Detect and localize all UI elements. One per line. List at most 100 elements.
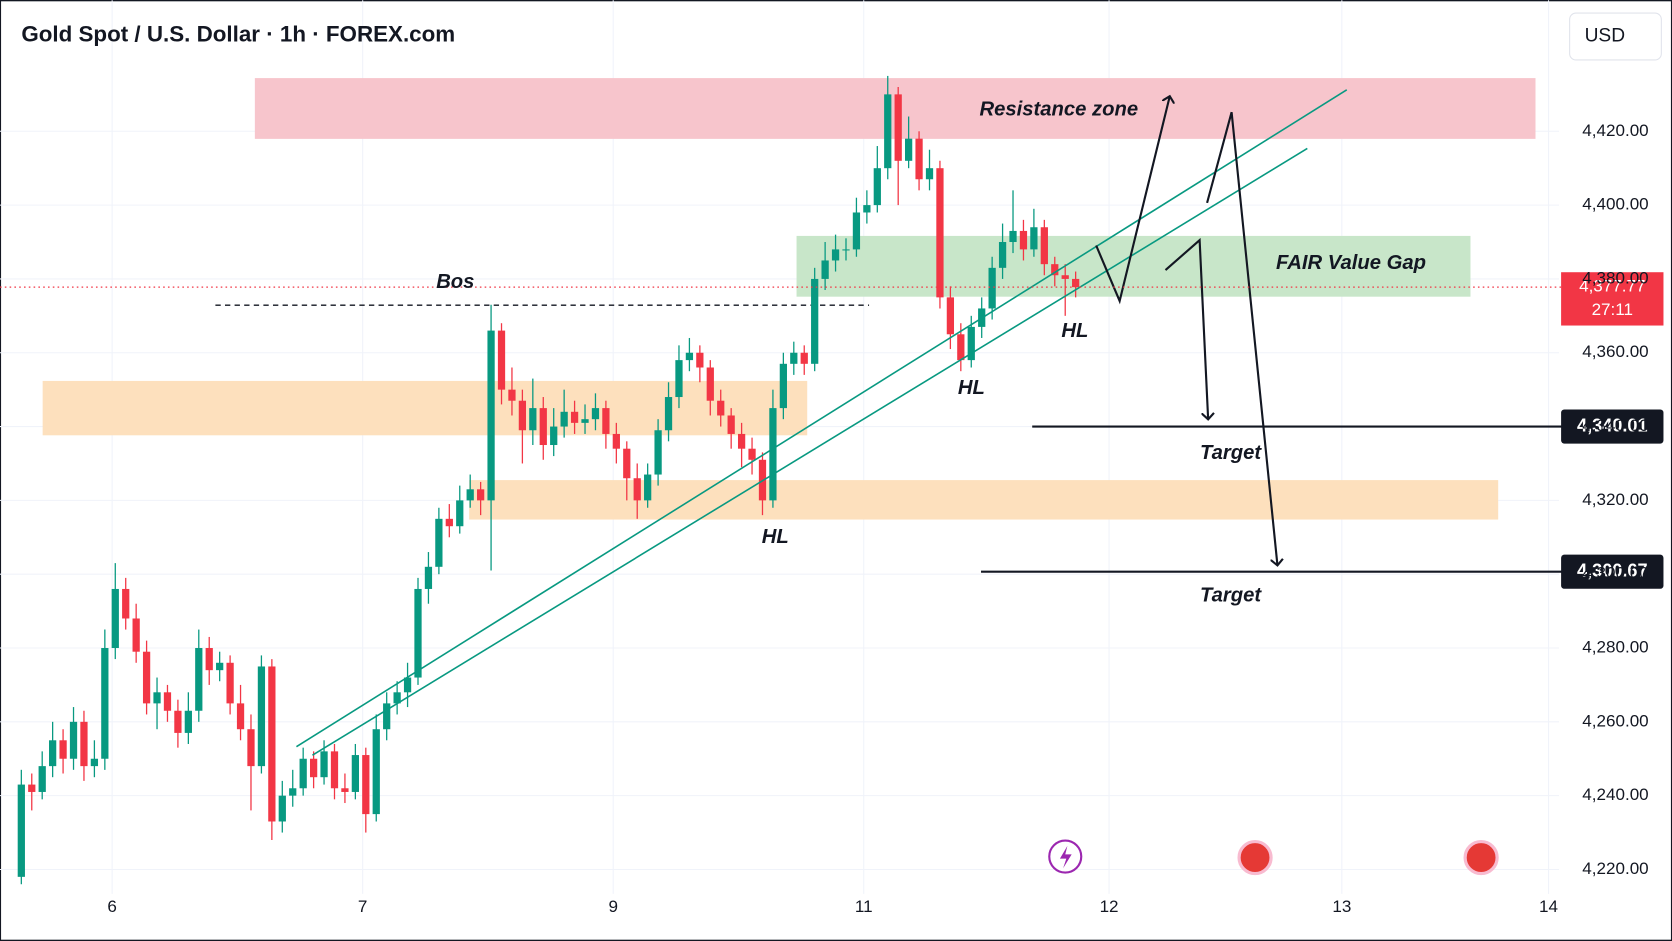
candle-body <box>560 411 568 427</box>
annotation: Target <box>1200 442 1262 464</box>
candle-body <box>998 242 1007 268</box>
candle-body <box>1019 230 1028 250</box>
y-tick-label: 4,420.00 <box>1582 121 1648 140</box>
candle-body <box>539 408 547 446</box>
y-tick-label: 4,240.00 <box>1582 785 1648 804</box>
candle-body <box>111 588 119 649</box>
y-tick-label: 4,220.00 <box>1582 859 1648 878</box>
candle-body <box>1072 278 1080 288</box>
candle-body <box>38 766 46 792</box>
target-price-box <box>1561 409 1664 444</box>
candle-body <box>466 489 474 501</box>
candle-body <box>685 352 694 361</box>
candle-body <box>278 795 286 822</box>
candle-body <box>247 729 255 767</box>
candle-body <box>664 397 673 431</box>
candle-body <box>299 758 307 789</box>
candle-body <box>696 352 704 368</box>
candle-body <box>988 267 996 309</box>
candle-body <box>383 703 391 730</box>
candle-body <box>852 212 861 250</box>
last-price-box <box>1561 272 1664 326</box>
candle-body <box>174 710 182 733</box>
candle-body <box>654 430 662 475</box>
candle-body <box>529 408 537 431</box>
candle-body <box>216 662 224 671</box>
x-tick-label: 7 <box>358 897 367 916</box>
annotation: HL <box>958 377 985 399</box>
candle-body <box>706 367 714 401</box>
candle-body <box>779 363 787 409</box>
candle-body <box>69 721 78 759</box>
y-tick-label: 4,320.00 <box>1582 490 1648 509</box>
candle-body <box>268 666 276 822</box>
candle-body <box>341 788 349 792</box>
candle-body <box>497 330 506 390</box>
x-tick-label: 12 <box>1100 897 1119 916</box>
candle-body <box>320 751 328 778</box>
demand-zone <box>469 480 1499 520</box>
x-tick-label: 9 <box>608 897 617 916</box>
candle-body <box>1030 227 1038 250</box>
candle-body <box>184 710 192 733</box>
candle-body <box>205 648 213 671</box>
trend-line <box>312 147 1308 756</box>
candle-body <box>1009 230 1017 243</box>
y-tick-label: 4,280.00 <box>1582 638 1648 657</box>
y-tick-label: 4,380.00 <box>1582 268 1648 287</box>
candle-body <box>403 677 412 693</box>
candle-body <box>675 360 683 398</box>
demand-zone <box>42 380 808 436</box>
candle-body <box>581 419 589 423</box>
candle-body <box>1051 264 1059 276</box>
candle-body <box>163 692 172 711</box>
candle-body <box>800 352 808 364</box>
candle-body <box>101 648 109 759</box>
candle-body <box>905 138 913 161</box>
candle-body <box>28 784 36 792</box>
x-tick-label: 11 <box>855 897 873 916</box>
y-tick-label: 4,360.00 <box>1582 342 1648 361</box>
x-tick-label: 13 <box>1332 897 1351 916</box>
candle-body <box>863 205 871 213</box>
candle-body <box>424 566 433 589</box>
candle-body <box>821 260 829 279</box>
y-tick-label: 4,260.00 <box>1582 711 1648 730</box>
candle-body <box>884 94 892 169</box>
candle-body <box>122 588 130 619</box>
y-tick-label: 4,400.00 <box>1582 195 1648 214</box>
candle-body <box>80 721 88 767</box>
trend-line <box>296 89 1348 748</box>
event-icon-us[interactable] <box>1463 839 1499 876</box>
candle-body <box>873 168 881 206</box>
y-tick-label: 4,300.00 <box>1582 564 1648 583</box>
event-icon-us[interactable] <box>1237 839 1273 876</box>
candle-body <box>435 518 443 567</box>
candle-body <box>309 758 318 778</box>
currency-button[interactable] <box>1569 12 1662 61</box>
candle-body <box>925 168 934 180</box>
candle-body <box>737 433 746 449</box>
candle-body <box>153 692 161 704</box>
projection-arrow <box>1164 237 1208 419</box>
annotation: FAIR Value Gap <box>1276 252 1426 274</box>
candle-body <box>226 662 234 704</box>
candle-body <box>894 94 902 161</box>
candle-body <box>748 448 756 460</box>
candle-body <box>132 618 140 652</box>
candle-body <box>414 588 422 678</box>
candle-body <box>769 408 777 501</box>
candle-body <box>445 518 453 527</box>
projection-arrow <box>1206 111 1277 565</box>
countdown-label: 27:11 <box>1592 300 1633 319</box>
x-tick-label: 14 <box>1539 897 1558 916</box>
currency-label: USD <box>1585 26 1626 47</box>
candle-body <box>811 278 819 364</box>
candle-body <box>967 326 975 361</box>
candle-body <box>1061 275 1069 279</box>
candle-body <box>915 138 923 180</box>
candle-body <box>195 648 203 711</box>
candle-body <box>936 168 944 298</box>
